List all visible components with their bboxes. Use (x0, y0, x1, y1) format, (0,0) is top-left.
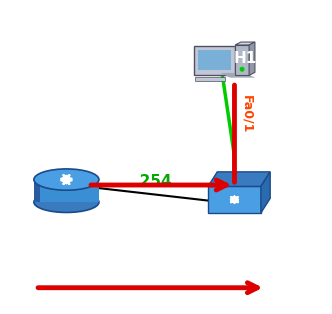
Circle shape (240, 67, 245, 72)
Polygon shape (208, 187, 261, 213)
FancyBboxPatch shape (194, 46, 235, 74)
Polygon shape (261, 172, 270, 213)
Polygon shape (221, 73, 255, 78)
Polygon shape (34, 179, 40, 202)
Ellipse shape (34, 192, 99, 213)
FancyBboxPatch shape (235, 45, 249, 75)
Polygon shape (249, 42, 255, 75)
FancyBboxPatch shape (195, 78, 224, 81)
FancyBboxPatch shape (198, 50, 231, 70)
Ellipse shape (34, 169, 99, 190)
Text: SW1: SW1 (49, 228, 84, 242)
Text: H1: H1 (233, 51, 257, 66)
Polygon shape (208, 172, 270, 187)
Text: SW1: SW1 (226, 225, 261, 239)
Text: Fa0/1: Fa0/1 (240, 95, 253, 134)
Polygon shape (235, 42, 255, 45)
FancyBboxPatch shape (34, 186, 99, 202)
Text: .254: .254 (135, 174, 172, 189)
